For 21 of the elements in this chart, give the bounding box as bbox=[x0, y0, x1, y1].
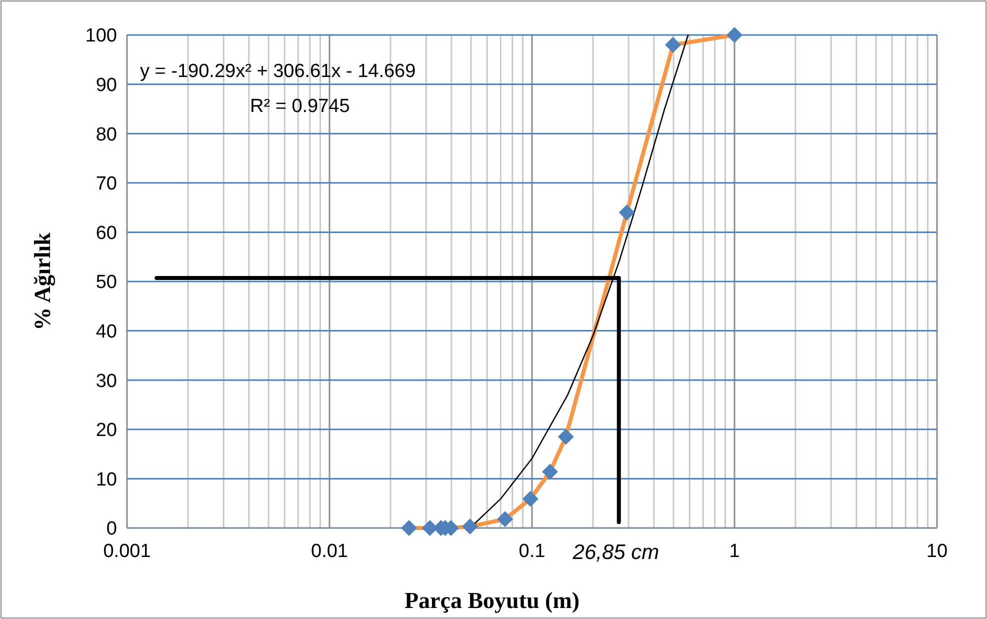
text: 26,85 cm bbox=[572, 541, 660, 564]
y-tick-label: 80 bbox=[96, 124, 117, 146]
y-tick-label: 100 bbox=[85, 26, 117, 47]
y-tick-label: 0 bbox=[106, 518, 117, 540]
annotation: y = -190.29x² + 306.61x - 14.669 bbox=[140, 61, 416, 82]
x-tick-label: 1 bbox=[729, 541, 740, 562]
x-axis-title: Parça Boyutu (m) bbox=[404, 588, 580, 613]
x-tick-label: 0.01 bbox=[311, 541, 348, 562]
x-tick-label: 0.1 bbox=[518, 541, 546, 562]
y-tick-label: 40 bbox=[96, 321, 117, 342]
x-tick-label: 10 bbox=[926, 541, 948, 562]
annotation: R² = 0.9745 bbox=[250, 96, 350, 117]
y-tick-label: 60 bbox=[96, 222, 117, 244]
y-tick-label: 10 bbox=[96, 469, 117, 490]
y-tick-label: 30 bbox=[96, 370, 117, 392]
y-tick-label: 50 bbox=[96, 272, 117, 294]
x-tick-label: 0.001 bbox=[103, 541, 151, 562]
y-tick-label: 20 bbox=[96, 420, 117, 442]
y-tick-label: 70 bbox=[96, 174, 117, 195]
y-axis-title: % Ağırlık bbox=[30, 232, 56, 330]
y-tick-label: 90 bbox=[96, 74, 117, 96]
